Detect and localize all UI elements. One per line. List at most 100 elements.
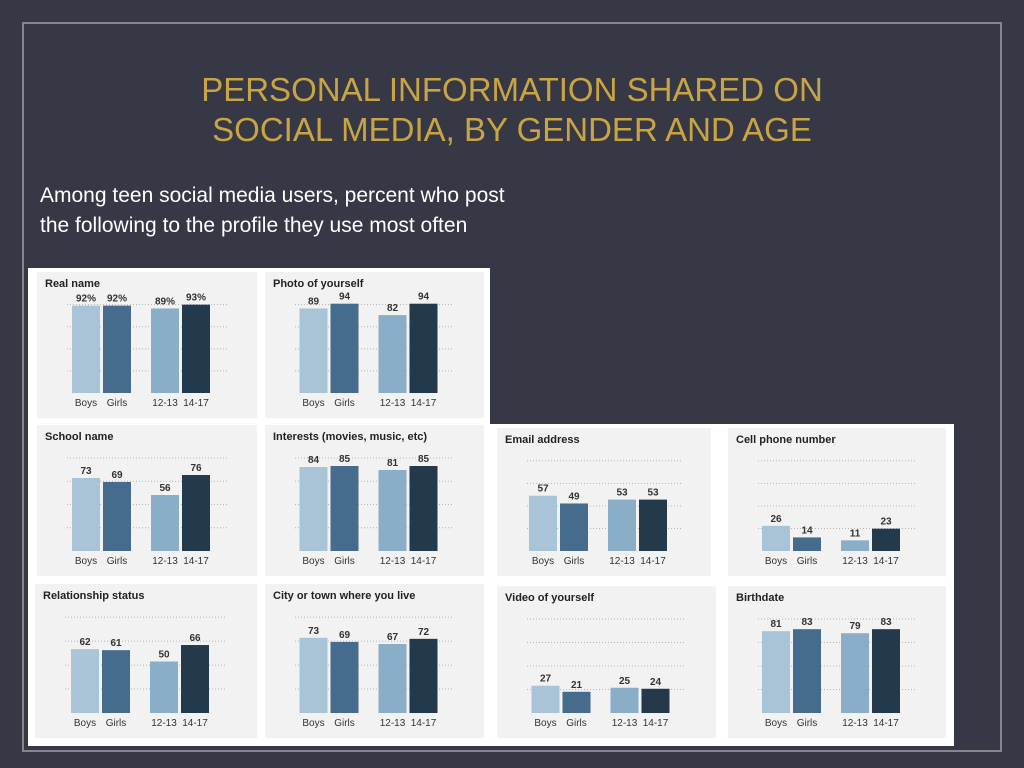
data-label: 92%: [107, 294, 127, 305]
chart-panel-real-name: 92% Boys 92% Girls 89% 12-13 93% 14-17 Real nam…: [37, 272, 257, 418]
bar-chart-svg: 73 Boys 69 Girls 67 12-13 72 14-17: [295, 616, 454, 729]
slide-title-line-2: SOCIAL MEDIA, BY GENDER AND AGE: [212, 111, 812, 148]
data-label: 61: [110, 638, 122, 649]
bar-14-17: [641, 688, 670, 713]
data-label: 27: [540, 674, 552, 685]
chart-panel-cell-phone: 26 Boys 14 Girls 11 12-13 23 14-17 Cell phone n…: [728, 428, 946, 576]
data-label: 76: [190, 463, 202, 474]
bar-chart-svg: 84 Boys 85 Girls 81 12-13 85 14-17: [295, 454, 454, 567]
category-label: 14-17: [411, 718, 437, 729]
chart-panel-email: 57 Boys 49 Girls 53 12-13 53 14-17 Email addres…: [497, 428, 711, 576]
data-label: 66: [189, 633, 201, 644]
bar-14-17: [872, 528, 900, 551]
category-label: 12-13: [152, 556, 178, 567]
bar-girls: [562, 691, 591, 713]
bar-14-17: [182, 304, 210, 393]
category-label: Girls: [334, 398, 355, 409]
category-label: Boys: [765, 556, 787, 567]
chart-title: School name: [45, 431, 114, 443]
category-label: Girls: [107, 556, 128, 567]
data-label: 26: [770, 514, 782, 525]
bar-boys: [299, 308, 328, 393]
bar-chart-svg: 62 Boys 61 Girls 50 12-13 66 14-17: [65, 616, 227, 729]
data-label: 81: [770, 619, 782, 630]
bar-12-13: [378, 470, 407, 551]
chart-panel-interests: 84 Boys 85 Girls 81 12-13 85 14-17 Interests (m…: [265, 425, 484, 576]
data-label: 85: [418, 454, 430, 465]
bar-boys: [72, 305, 100, 393]
bar-girls: [330, 641, 359, 713]
slide-frame: [22, 22, 1002, 752]
bar-12-13: [610, 687, 639, 713]
chart-title: Birthdate: [736, 592, 785, 604]
chart-title: Photo of yourself: [273, 278, 364, 290]
category-label: 12-13: [380, 398, 406, 409]
data-label: 69: [111, 470, 123, 481]
data-label: 84: [308, 455, 320, 466]
bar-chart-svg: 27 Boys 21 Girls 25 12-13 24 14-17: [527, 618, 686, 729]
slide-title: PERSONAL INFORMATION SHARED ON SOCIAL ME…: [0, 70, 1024, 150]
bar-12-13: [608, 499, 636, 551]
data-label: 72: [418, 627, 430, 638]
category-label: 12-13: [842, 556, 868, 567]
category-label: 12-13: [380, 556, 406, 567]
category-label: Boys: [532, 556, 554, 567]
bar-chart-svg: 57 Boys 49 Girls 53 12-13 53 14-17: [527, 460, 681, 567]
data-label: 11: [850, 528, 861, 539]
bar-12-13: [841, 540, 869, 551]
bar-girls: [793, 629, 821, 713]
category-label: 12-13: [152, 398, 178, 409]
category-label: Boys: [534, 718, 556, 729]
data-label: 24: [650, 677, 662, 688]
bar-chart-svg: 81 Boys 83 Girls 79 12-13 83 14-17: [758, 617, 916, 729]
bar-14-17: [639, 499, 667, 551]
chart-panel-birthdate: 81 Boys 83 Girls 79 12-13 83 14-17 Birthdate: [728, 586, 946, 738]
category-label: Boys: [302, 556, 324, 567]
category-label: Girls: [797, 556, 818, 567]
chart-title: Video of yourself: [505, 592, 595, 604]
bar-boys: [72, 478, 100, 551]
category-label: 14-17: [183, 556, 209, 567]
category-label: 14-17: [643, 718, 669, 729]
category-label: Girls: [107, 398, 128, 409]
data-label: 83: [801, 617, 813, 628]
bar-12-13: [378, 315, 407, 393]
data-label: 73: [308, 626, 320, 637]
bar-12-13: [378, 643, 407, 713]
data-label: 23: [880, 517, 892, 528]
data-label: 67: [387, 632, 399, 643]
chart-panel-relationship: 62 Boys 61 Girls 50 12-13 66 14-17 Relationship…: [35, 584, 257, 738]
category-label: 12-13: [151, 718, 177, 729]
category-label: 12-13: [609, 556, 635, 567]
data-label: 53: [647, 488, 659, 499]
category-label: Boys: [765, 718, 787, 729]
category-label: 12-13: [612, 718, 638, 729]
bar-12-13: [150, 661, 178, 713]
data-label: 81: [387, 458, 399, 469]
bar-12-13: [151, 308, 179, 393]
bar-boys: [762, 631, 790, 713]
data-label: 83: [880, 617, 892, 628]
bar-girls: [793, 537, 821, 551]
data-label: 53: [616, 488, 628, 499]
data-label: 82: [387, 303, 399, 314]
slide-subtitle-line-1: Among teen social media users, percent w…: [40, 184, 505, 207]
chart-panel-school-name: 73 Boys 69 Girls 56 12-13 76 14-17 School name: [37, 425, 257, 576]
bar-boys: [531, 685, 560, 713]
data-label: 79: [849, 621, 861, 632]
bar-boys: [299, 637, 328, 713]
data-label: 49: [568, 491, 580, 502]
category-label: Girls: [334, 556, 355, 567]
data-label: 94: [418, 292, 430, 303]
bar-girls: [560, 503, 588, 551]
bar-girls: [103, 305, 131, 393]
data-label: 57: [537, 484, 549, 495]
category-label: 12-13: [842, 718, 868, 729]
bar-chart-svg: 89 Boys 94 Girls 82 12-13 94 14-17: [295, 292, 454, 409]
slide-subtitle: Among teen social media users, percent w…: [40, 181, 660, 241]
chart-title: Real name: [45, 278, 101, 290]
bar-14-17: [409, 638, 438, 713]
bar-girls: [330, 466, 359, 551]
slide-subtitle-line-2: the following to the profile they use mo…: [40, 214, 468, 237]
bar-12-13: [151, 495, 179, 551]
